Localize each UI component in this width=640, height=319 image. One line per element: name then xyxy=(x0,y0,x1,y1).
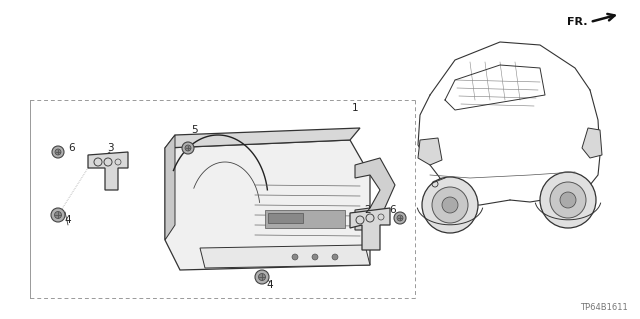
Bar xyxy=(265,210,345,228)
Polygon shape xyxy=(165,128,360,148)
Circle shape xyxy=(442,197,458,213)
Polygon shape xyxy=(165,140,370,270)
Polygon shape xyxy=(200,245,370,268)
Text: FR.: FR. xyxy=(567,17,588,27)
Circle shape xyxy=(394,212,406,224)
Text: 6: 6 xyxy=(390,205,396,215)
Circle shape xyxy=(550,182,586,218)
Bar xyxy=(268,213,303,223)
Circle shape xyxy=(255,270,269,284)
Text: 5: 5 xyxy=(192,125,198,135)
Text: 2: 2 xyxy=(365,205,371,215)
Polygon shape xyxy=(165,135,175,240)
Text: TP64B1611: TP64B1611 xyxy=(580,303,628,313)
Circle shape xyxy=(185,145,191,151)
Circle shape xyxy=(540,172,596,228)
Circle shape xyxy=(422,177,478,233)
Polygon shape xyxy=(582,128,602,158)
Text: 1: 1 xyxy=(352,103,358,113)
Text: 6: 6 xyxy=(68,143,76,153)
Circle shape xyxy=(54,211,61,219)
Circle shape xyxy=(560,192,576,208)
Circle shape xyxy=(397,215,403,221)
Text: 3: 3 xyxy=(107,143,113,153)
Text: 4: 4 xyxy=(267,280,273,290)
Circle shape xyxy=(55,149,61,155)
Polygon shape xyxy=(88,152,128,190)
Circle shape xyxy=(259,273,266,280)
Circle shape xyxy=(52,146,64,158)
Polygon shape xyxy=(418,138,442,165)
Circle shape xyxy=(51,208,65,222)
Circle shape xyxy=(312,254,318,260)
Circle shape xyxy=(292,254,298,260)
Circle shape xyxy=(332,254,338,260)
Circle shape xyxy=(182,142,194,154)
Polygon shape xyxy=(355,158,395,230)
Circle shape xyxy=(432,187,468,223)
Polygon shape xyxy=(350,208,390,250)
Text: 4: 4 xyxy=(65,215,71,225)
